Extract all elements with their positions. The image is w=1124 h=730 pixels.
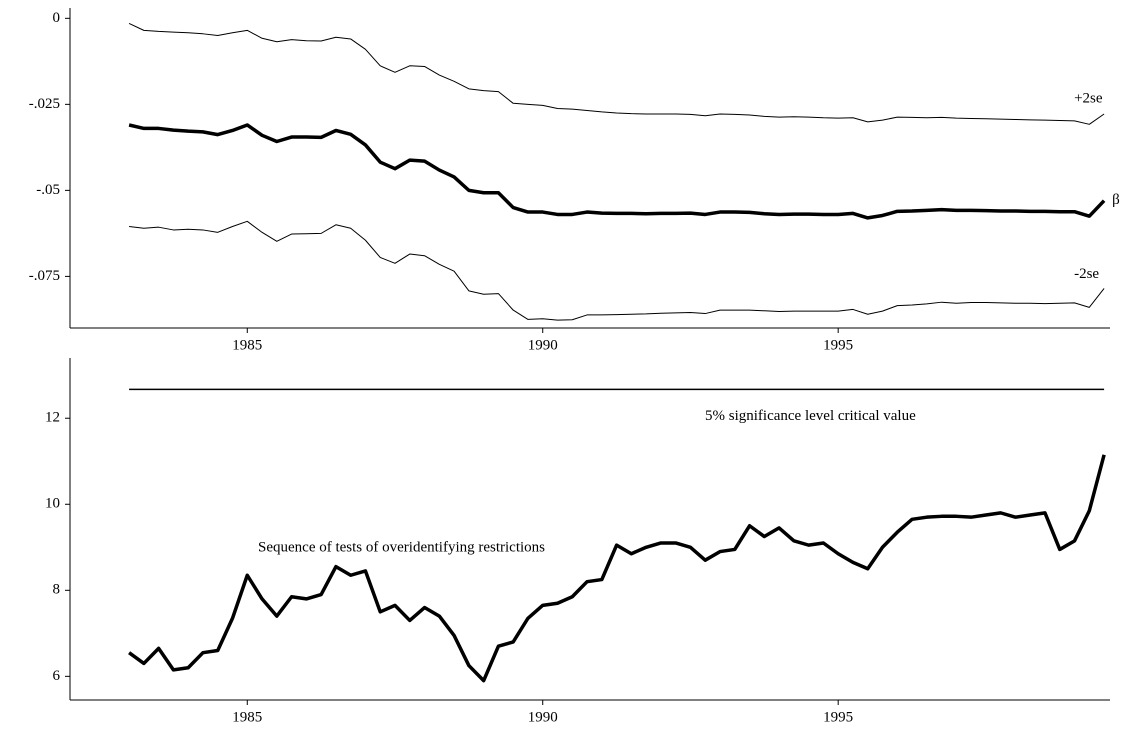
x-tick-label: 1985 <box>232 709 262 725</box>
y-tick-label: 10 <box>45 496 60 512</box>
y-tick-label: 0 <box>53 10 61 26</box>
x-tick-label: 1990 <box>528 709 558 725</box>
x-tick-label: 1985 <box>232 337 262 353</box>
series-label: β <box>1112 192 1120 208</box>
y-tick-label: 12 <box>45 410 60 426</box>
x-tick-label: 1990 <box>528 337 558 353</box>
series-label: +2se <box>1074 90 1103 106</box>
x-tick-label: 1995 <box>823 709 853 725</box>
series-label: -2se <box>1074 266 1099 282</box>
y-tick-label: 6 <box>53 668 61 684</box>
x-tick-label: 1995 <box>823 337 853 353</box>
series-line <box>128 123 1106 220</box>
critical-value-label: 5% significance level critical value <box>705 408 916 424</box>
y-tick-label: -.05 <box>36 182 60 198</box>
series-line <box>128 454 1106 683</box>
series-label: Sequence of tests of overidentifying res… <box>258 539 545 555</box>
y-tick-label: -.075 <box>29 268 60 284</box>
y-tick-label: -.025 <box>29 96 60 112</box>
series-line <box>129 220 1105 321</box>
y-tick-label: 8 <box>53 582 61 598</box>
series-line <box>128 23 1105 125</box>
